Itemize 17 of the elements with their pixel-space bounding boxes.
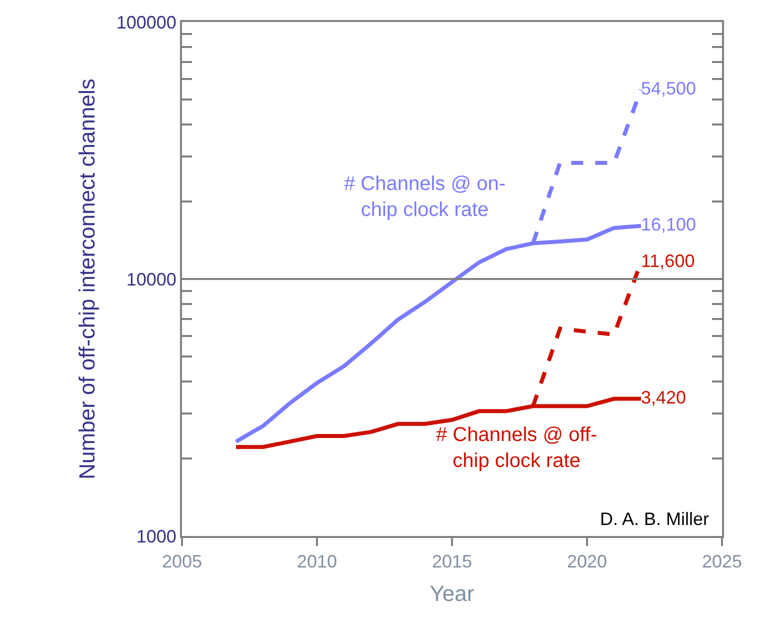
annotation: D. A. B. Miller: [600, 509, 710, 529]
annotation: # Channels @ off- chip clock rate: [436, 424, 598, 472]
y-tick-label: 100000: [116, 12, 176, 32]
x-tick-label: 2010: [296, 552, 338, 572]
data-label: 16,100: [641, 214, 696, 234]
x-tick-label: 2015: [432, 552, 472, 572]
data-label: 54,500: [641, 78, 696, 98]
x-tick-label: 2005: [162, 552, 202, 572]
y-axis-title: Number of off-chip interconnect channels: [74, 78, 100, 480]
data-label: 11,600: [641, 250, 695, 271]
data-label: 3,420: [641, 387, 686, 408]
annotation: # Channels @ on- chip clock rate: [344, 173, 506, 221]
y-tick-label: 1000: [136, 526, 176, 546]
y-tick-label: 10000: [126, 269, 176, 290]
x-tick-label: 2020: [566, 552, 608, 572]
x-axis-title: Year: [430, 581, 474, 606]
x-tick-label: 2025: [702, 552, 742, 572]
